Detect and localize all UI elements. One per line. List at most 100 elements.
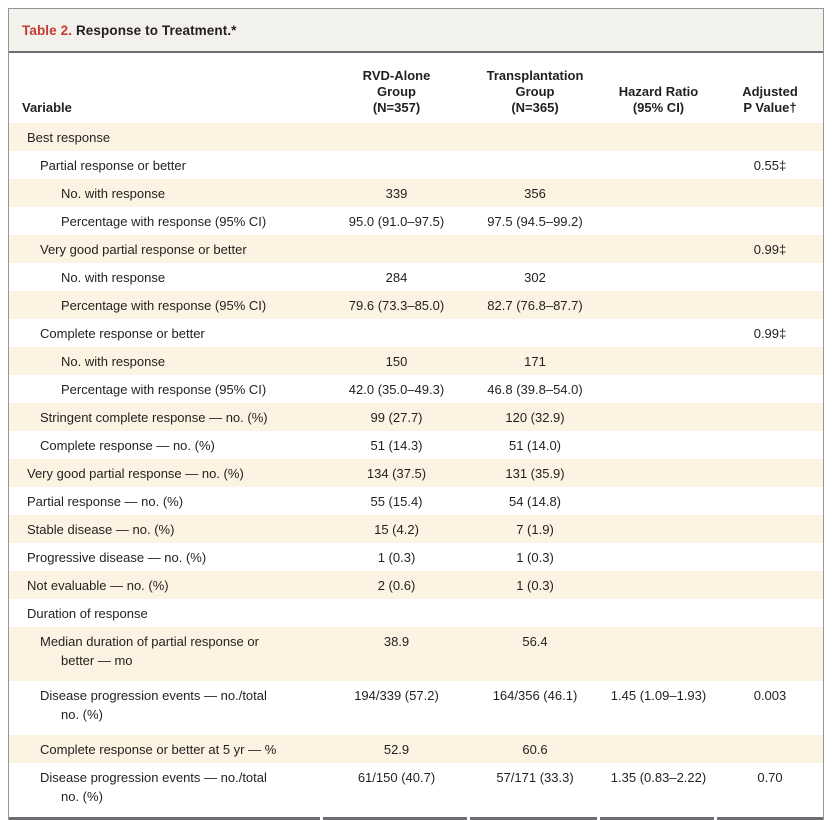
- transplantation-value: 82.7 (76.8–87.7): [487, 298, 583, 313]
- transplantation-value: 1 (0.3): [516, 578, 554, 593]
- transplantation-value: 56.4: [522, 634, 548, 649]
- hazard-ratio-value: [600, 543, 717, 552]
- row-label: Very good partial response or better: [40, 242, 247, 257]
- row-label: No. with response: [61, 186, 166, 201]
- row-label: Disease progression events — no./total n…: [40, 770, 267, 804]
- column-header-hazard-ratio: Hazard Ratio (95% CI): [618, 84, 699, 115]
- transplantation-value: 97.5 (94.5–99.2): [487, 214, 583, 229]
- p-value: [717, 291, 823, 300]
- row-label: Disease progression events — no./total n…: [40, 688, 267, 722]
- p-value: [717, 179, 823, 188]
- row-label: Complete response or better: [40, 326, 205, 341]
- transplantation-value: [470, 599, 600, 608]
- p-value: [717, 515, 823, 524]
- row-label: Median duration of partial response or b…: [40, 634, 259, 668]
- hazard-ratio-value: [600, 151, 717, 160]
- row-label: Complete response or better at 5 yr — %: [40, 742, 277, 757]
- p-value: [717, 571, 823, 580]
- transplantation-value: [470, 319, 600, 328]
- p-value: [717, 263, 823, 272]
- table-row: Disease progression events — no./total n…: [9, 763, 823, 817]
- row-label: Best response: [27, 130, 111, 145]
- hazard-ratio-value: [600, 263, 717, 272]
- row-label: Percentage with response (95% CI): [61, 298, 267, 313]
- transplantation-value: 60.6: [522, 742, 548, 757]
- rvd-alone-value: [323, 599, 470, 608]
- p-value: [717, 459, 823, 468]
- table-row: Percentage with response (95% CI) 95.0 (9…: [9, 207, 823, 235]
- hazard-ratio-value: [600, 179, 717, 188]
- table-row: Percentage with response (95% CI) 79.6 (7…: [9, 291, 823, 319]
- p-value: [717, 735, 823, 744]
- table-row: Complete response or better 0.99‡: [9, 319, 823, 347]
- column-header-variable: Variable: [22, 100, 72, 115]
- transplantation-value: 171: [524, 354, 546, 369]
- rvd-alone-value: [323, 123, 470, 132]
- hazard-ratio-value: [600, 599, 717, 608]
- table-row: Progressive disease — no. (%) 1 (0.3) 1 (0…: [9, 543, 823, 571]
- p-value: [717, 599, 823, 608]
- row-label: Stable disease — no. (%): [27, 522, 175, 537]
- table-row: Stringent complete response — no. (%) 99 …: [9, 403, 823, 431]
- p-value: [717, 207, 823, 216]
- hazard-ratio-value: [600, 319, 717, 328]
- rvd-alone-value: 51 (14.3): [370, 438, 423, 453]
- rvd-alone-value: 134 (37.5): [366, 466, 427, 481]
- transplantation-value: 51 (14.0): [508, 438, 562, 453]
- table-row: Not evaluable — no. (%) 2 (0.6) 1 (0.3): [9, 571, 823, 599]
- hazard-ratio-value: [600, 627, 717, 636]
- rvd-alone-value: 95.0 (91.0–97.5): [348, 214, 445, 229]
- rvd-alone-value: 150: [385, 354, 408, 369]
- table-row: No. with response 284 302: [9, 263, 823, 291]
- table-2-response-to-treatment: Table 2. Response to Treatment.* Variabl…: [8, 8, 824, 820]
- p-value: [717, 627, 823, 636]
- p-value: [717, 123, 823, 132]
- p-value: [717, 487, 823, 496]
- table-title-bar: Table 2. Response to Treatment.*: [9, 9, 823, 53]
- hazard-ratio-value: 1.45 (1.09–1.93): [610, 688, 707, 703]
- table-row: Partial response or better 0.55‡: [9, 151, 823, 179]
- hazard-ratio-value: [600, 515, 717, 524]
- hazard-ratio-value: [600, 735, 717, 744]
- table-row: No. with response 339 356: [9, 179, 823, 207]
- rvd-alone-value: [323, 235, 470, 244]
- table-number-label: Table 2.: [22, 23, 73, 38]
- p-value: 0.003: [753, 688, 787, 703]
- row-label: Complete response — no. (%): [40, 438, 215, 453]
- rvd-alone-value: [323, 319, 470, 328]
- transplantation-value: 120 (32.9): [505, 410, 565, 425]
- hazard-ratio-value: [600, 571, 717, 580]
- p-value: [717, 403, 823, 412]
- p-value: [717, 543, 823, 552]
- row-label: No. with response: [61, 354, 166, 369]
- rvd-alone-value: 79.6 (73.3–85.0): [348, 298, 445, 313]
- row-label: Very good partial response — no. (%): [27, 466, 244, 481]
- table-row: Disease progression events — no./total n…: [9, 681, 823, 735]
- rvd-alone-value: 1 (0.3): [377, 550, 416, 565]
- table-row: No. with response 150 171: [9, 347, 823, 375]
- rvd-alone-value: 2 (0.6): [377, 578, 416, 593]
- rvd-alone-value: 42.0 (35.0–49.3): [348, 382, 445, 397]
- rvd-alone-value: 15 (4.2): [374, 522, 419, 537]
- row-label: Stringent complete response — no. (%): [40, 410, 268, 425]
- table-row: Stable disease — no. (%) 15 (4.2) 7 (1.9): [9, 515, 823, 543]
- p-value: [717, 431, 823, 440]
- p-value: [717, 375, 823, 384]
- hazard-ratio-value: [600, 431, 717, 440]
- rvd-alone-value: 55 (15.4): [370, 494, 423, 509]
- transplantation-value: [470, 151, 600, 160]
- hazard-ratio-value: [600, 459, 717, 468]
- rvd-alone-value: 52.9: [383, 742, 410, 757]
- transplantation-value: 164/356 (46.1): [492, 688, 578, 703]
- table-row: Very good partial response — no. (%) 134 …: [9, 459, 823, 487]
- p-value: 0.55‡: [753, 158, 787, 173]
- table-row: Median duration of partial response or b…: [9, 627, 823, 681]
- row-label: Not evaluable — no. (%): [27, 578, 169, 593]
- p-value: 0.99‡: [753, 326, 787, 341]
- hazard-ratio-value: [600, 207, 717, 216]
- column-header-adjusted-p-value: Adjusted P Value†: [742, 84, 798, 115]
- p-value: 0.70: [757, 770, 783, 785]
- row-label: Partial response or better: [40, 158, 186, 173]
- table-title-text: Response to Treatment.*: [75, 23, 237, 38]
- row-label: Duration of response: [27, 606, 148, 621]
